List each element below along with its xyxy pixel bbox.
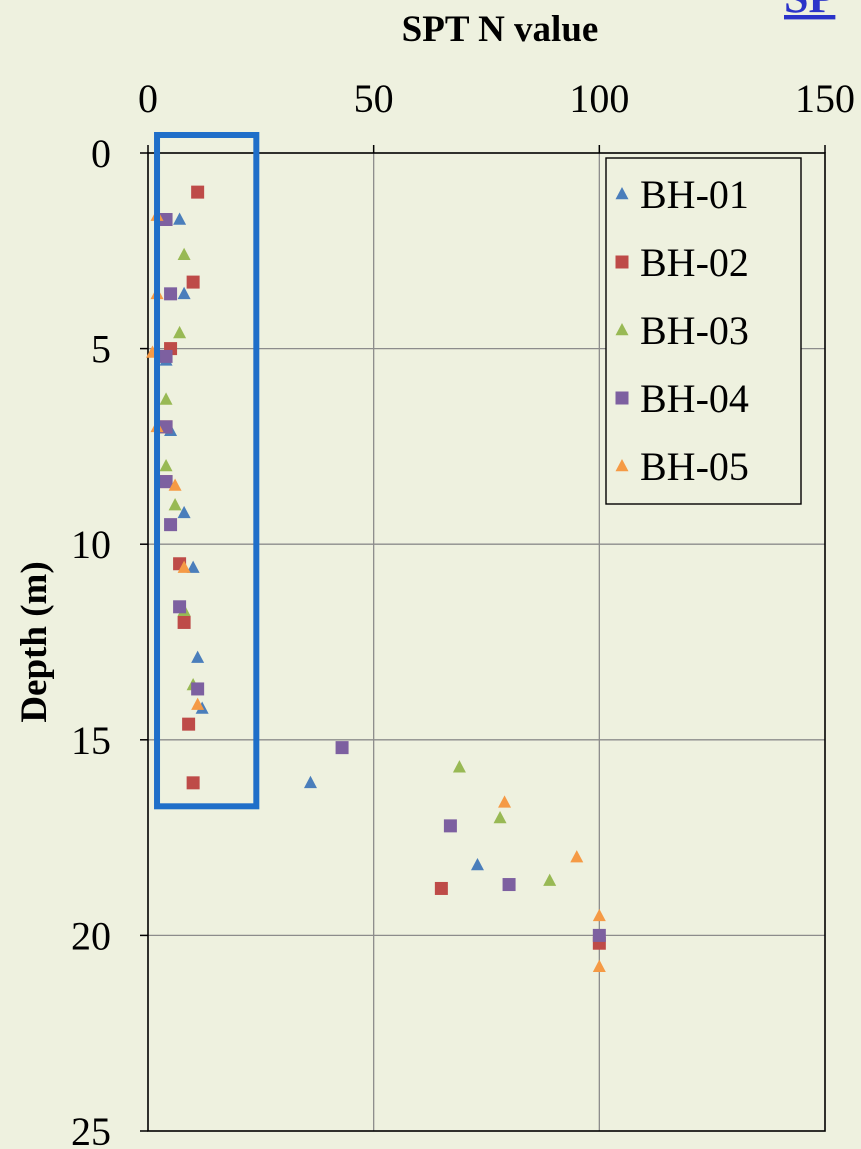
data-point-bh-03 [159, 392, 173, 405]
legend-marker-bh-01 [615, 186, 629, 200]
data-point-bh-04 [173, 600, 187, 614]
highlight-box [154, 132, 260, 810]
x-tick-label: 50 [354, 76, 394, 121]
data-point-bh-05 [498, 795, 512, 808]
data-point-bh-05 [177, 560, 191, 573]
data-point-bh-05 [570, 850, 584, 863]
legend-label-bh-02: BH-02 [640, 240, 749, 285]
data-point-bh-04 [592, 928, 606, 942]
data-point-bh-01 [177, 286, 191, 300]
data-point-bh-05 [592, 908, 606, 922]
data-point-bh-04 [164, 518, 178, 532]
data-point-bh-05 [592, 959, 606, 972]
data-point-bh-04 [159, 213, 173, 227]
data-point-bh-02 [191, 185, 205, 199]
y-tick-label: 25 [71, 1109, 111, 1149]
x-tick-label: 0 [138, 76, 158, 121]
data-point-bh-04 [159, 420, 173, 434]
legend-marker-bh-03 [615, 322, 629, 336]
legend-marker-bh-05 [615, 458, 629, 472]
x-tick-label: 150 [795, 76, 855, 121]
y-tick-label: 5 [91, 327, 111, 372]
legend: BH-01 BH-02 BH-03 BH-04 BH-05 [605, 157, 802, 505]
legend-marker-bh-02 [615, 255, 629, 269]
data-point-bh-01 [186, 560, 200, 573]
legend-box [605, 157, 802, 505]
data-point-bh-05 [191, 697, 205, 710]
data-point-bh-05 [168, 478, 182, 491]
cropped-header-text[interactable]: SP [784, 0, 835, 22]
series-bh-02 [159, 185, 606, 950]
tick-labels: 0 50 100 150 0 5 10 15 20 25 [71, 76, 855, 1149]
data-point-bh-01 [470, 857, 484, 871]
data-point-bh-04 [159, 475, 173, 489]
data-point-bh-02 [177, 615, 191, 629]
data-point-bh-04 [502, 878, 516, 892]
x-tick-label: 100 [569, 76, 629, 121]
series-bh-05 [146, 208, 606, 972]
data-point-bh-03 [452, 760, 466, 773]
data-point-bh-03 [173, 325, 187, 339]
data-point-bh-01 [303, 775, 317, 789]
y-tick-label: 10 [71, 522, 111, 567]
series-bh-04 [159, 213, 606, 942]
data-point-bh-02 [182, 717, 196, 731]
y-axis-title: Depth (m) [14, 561, 55, 722]
series-bh-03 [159, 247, 606, 941]
y-tick-label: 20 [71, 913, 111, 958]
data-point-bh-04 [164, 287, 178, 301]
data-point-bh-01 [191, 650, 205, 663]
data-point-bh-01 [173, 212, 187, 225]
legend-label-bh-03: BH-03 [640, 308, 749, 353]
data-point-bh-04 [159, 349, 173, 363]
data-point-bh-03 [177, 247, 191, 260]
plot-frame [147, 152, 826, 1132]
data-point-bh-01 [177, 505, 191, 519]
data-point-bh-02 [434, 881, 448, 895]
y-tick-label: 0 [91, 131, 111, 176]
data-point-bh-03 [168, 498, 182, 511]
data-point-bh-03 [543, 873, 557, 886]
x-axis-title: SPT N value [402, 9, 599, 50]
data-point-bh-02 [186, 275, 200, 289]
legend-label-bh-05: BH-05 [640, 444, 749, 489]
y-tick-label: 15 [71, 718, 111, 763]
data-point-bh-03 [493, 811, 507, 824]
data-point-bh-02 [186, 776, 200, 790]
series-bh-01 [159, 212, 606, 941]
data-points [146, 185, 606, 972]
data-point-bh-04 [335, 741, 349, 755]
legend-label-bh-04: BH-04 [640, 376, 749, 421]
data-point-bh-04 [191, 682, 205, 696]
data-point-bh-04 [443, 819, 457, 833]
data-point-bh-03 [159, 458, 173, 472]
legend-label-bh-01: BH-01 [640, 172, 749, 217]
legend-marker-bh-04 [615, 391, 629, 405]
